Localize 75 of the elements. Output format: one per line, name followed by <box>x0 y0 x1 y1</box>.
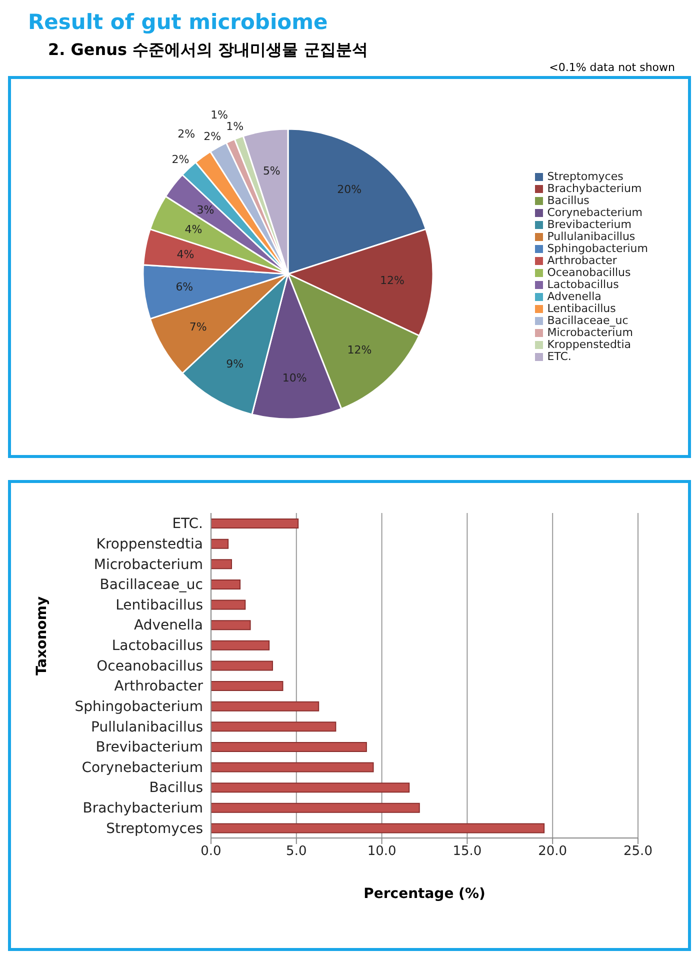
y-tick-label: Bacillus <box>149 780 203 796</box>
legend-label: Sphingobacterium <box>547 242 648 255</box>
text: <0.1% data not shown <box>548 61 676 76</box>
data-label: 2% <box>172 153 190 166</box>
data-label: 1% <box>210 108 228 122</box>
data-label: 1% <box>226 120 244 133</box>
x-tick-label: 25.0 <box>624 844 652 860</box>
y-tick-label: Oceanobacillus <box>96 658 203 674</box>
x-tick-label: 0.0 <box>200 844 222 860</box>
legend-label: Bacillaceae_uc <box>547 314 628 327</box>
legend-label: Advenella <box>547 290 602 303</box>
bar <box>211 742 367 752</box>
data-label: 12% <box>380 274 404 288</box>
data-label: 6% <box>176 280 194 294</box>
y-tick-label: ETC. <box>172 516 203 532</box>
x-tick-label: 20.0 <box>538 844 568 860</box>
legend-label: Lactobacillus <box>547 278 619 291</box>
y-tick-label: Pullulanibacillus <box>91 719 203 736</box>
y-tick-label: Brachybacterium <box>82 800 203 816</box>
data-label: 12% <box>347 344 372 357</box>
legend-label: Lentibacillus <box>547 302 616 315</box>
legend-label: Brachybacterium <box>547 182 642 195</box>
bar <box>211 559 232 570</box>
data-label: 4% <box>184 223 202 236</box>
legend-label: Kroppenstedtia <box>547 338 632 351</box>
legend-label: Pullulanibacillus <box>547 230 636 243</box>
data-label: 2% <box>204 130 222 143</box>
data-label: 9% <box>226 357 244 370</box>
bar <box>211 681 284 691</box>
chart-title: Result of gut microbiome <box>27 9 329 36</box>
data-label: 3% <box>196 204 214 217</box>
data-label: 5% <box>262 164 280 178</box>
y-tick-label: Streptomyces <box>106 820 203 837</box>
bar <box>211 600 246 610</box>
legend-label: Arthrobacter <box>547 254 617 267</box>
y-tick-label: Microbacterium <box>94 556 203 573</box>
bar <box>211 802 420 813</box>
y-tick-label: Advenella <box>134 618 203 634</box>
y-tick-label: Bacillaceae_uc <box>100 577 203 594</box>
data-label: 20% <box>337 183 362 196</box>
legend-label: Streptomyces <box>547 170 624 183</box>
legend-label: Oceanobacillus <box>547 266 631 279</box>
data-label: 7% <box>189 320 207 334</box>
y-tick-label: Arthrobacter <box>114 678 204 695</box>
y-axis-title: Taxonomy <box>34 596 50 676</box>
legend-label: Brevibacterium <box>547 218 632 231</box>
bar <box>211 660 273 671</box>
y-tick-label: Lentibacillus <box>116 597 203 614</box>
y-tick-label: Sphingobacterium <box>74 698 203 715</box>
bar <box>211 579 241 590</box>
bar <box>211 640 270 650</box>
legend-label: Bacillus <box>547 194 590 207</box>
x-tick-label: 15.0 <box>452 844 482 860</box>
x-tick-label: 5.0 <box>286 844 307 860</box>
y-tick-label: Lactobacillus <box>112 638 203 654</box>
data-label: 4% <box>176 248 194 261</box>
chart-subtitle: 2. Genus 수준에서의 장내미생물 군집분석 <box>47 39 369 61</box>
data-label: 10% <box>282 372 307 385</box>
bar <box>211 538 229 549</box>
y-tick-label: Kroppenstedtia <box>96 536 203 552</box>
legend-label: Microbacterium <box>547 326 633 339</box>
legend-label: Corynebacterium <box>547 206 643 219</box>
bar <box>211 823 545 834</box>
x-tick-label: 10.0 <box>367 844 396 860</box>
y-tick-label: Brevibacterium <box>96 740 203 756</box>
x-axis-title: Percentage (%) <box>364 886 486 902</box>
bar <box>211 782 410 793</box>
bar <box>211 620 251 630</box>
bar <box>211 518 299 528</box>
bar <box>211 762 374 772</box>
bar <box>211 701 320 712</box>
data-label: 2% <box>178 128 196 141</box>
y-tick-label: Corynebacterium <box>82 760 203 776</box>
bar <box>211 722 336 732</box>
legend-label: ETC. <box>547 350 572 363</box>
